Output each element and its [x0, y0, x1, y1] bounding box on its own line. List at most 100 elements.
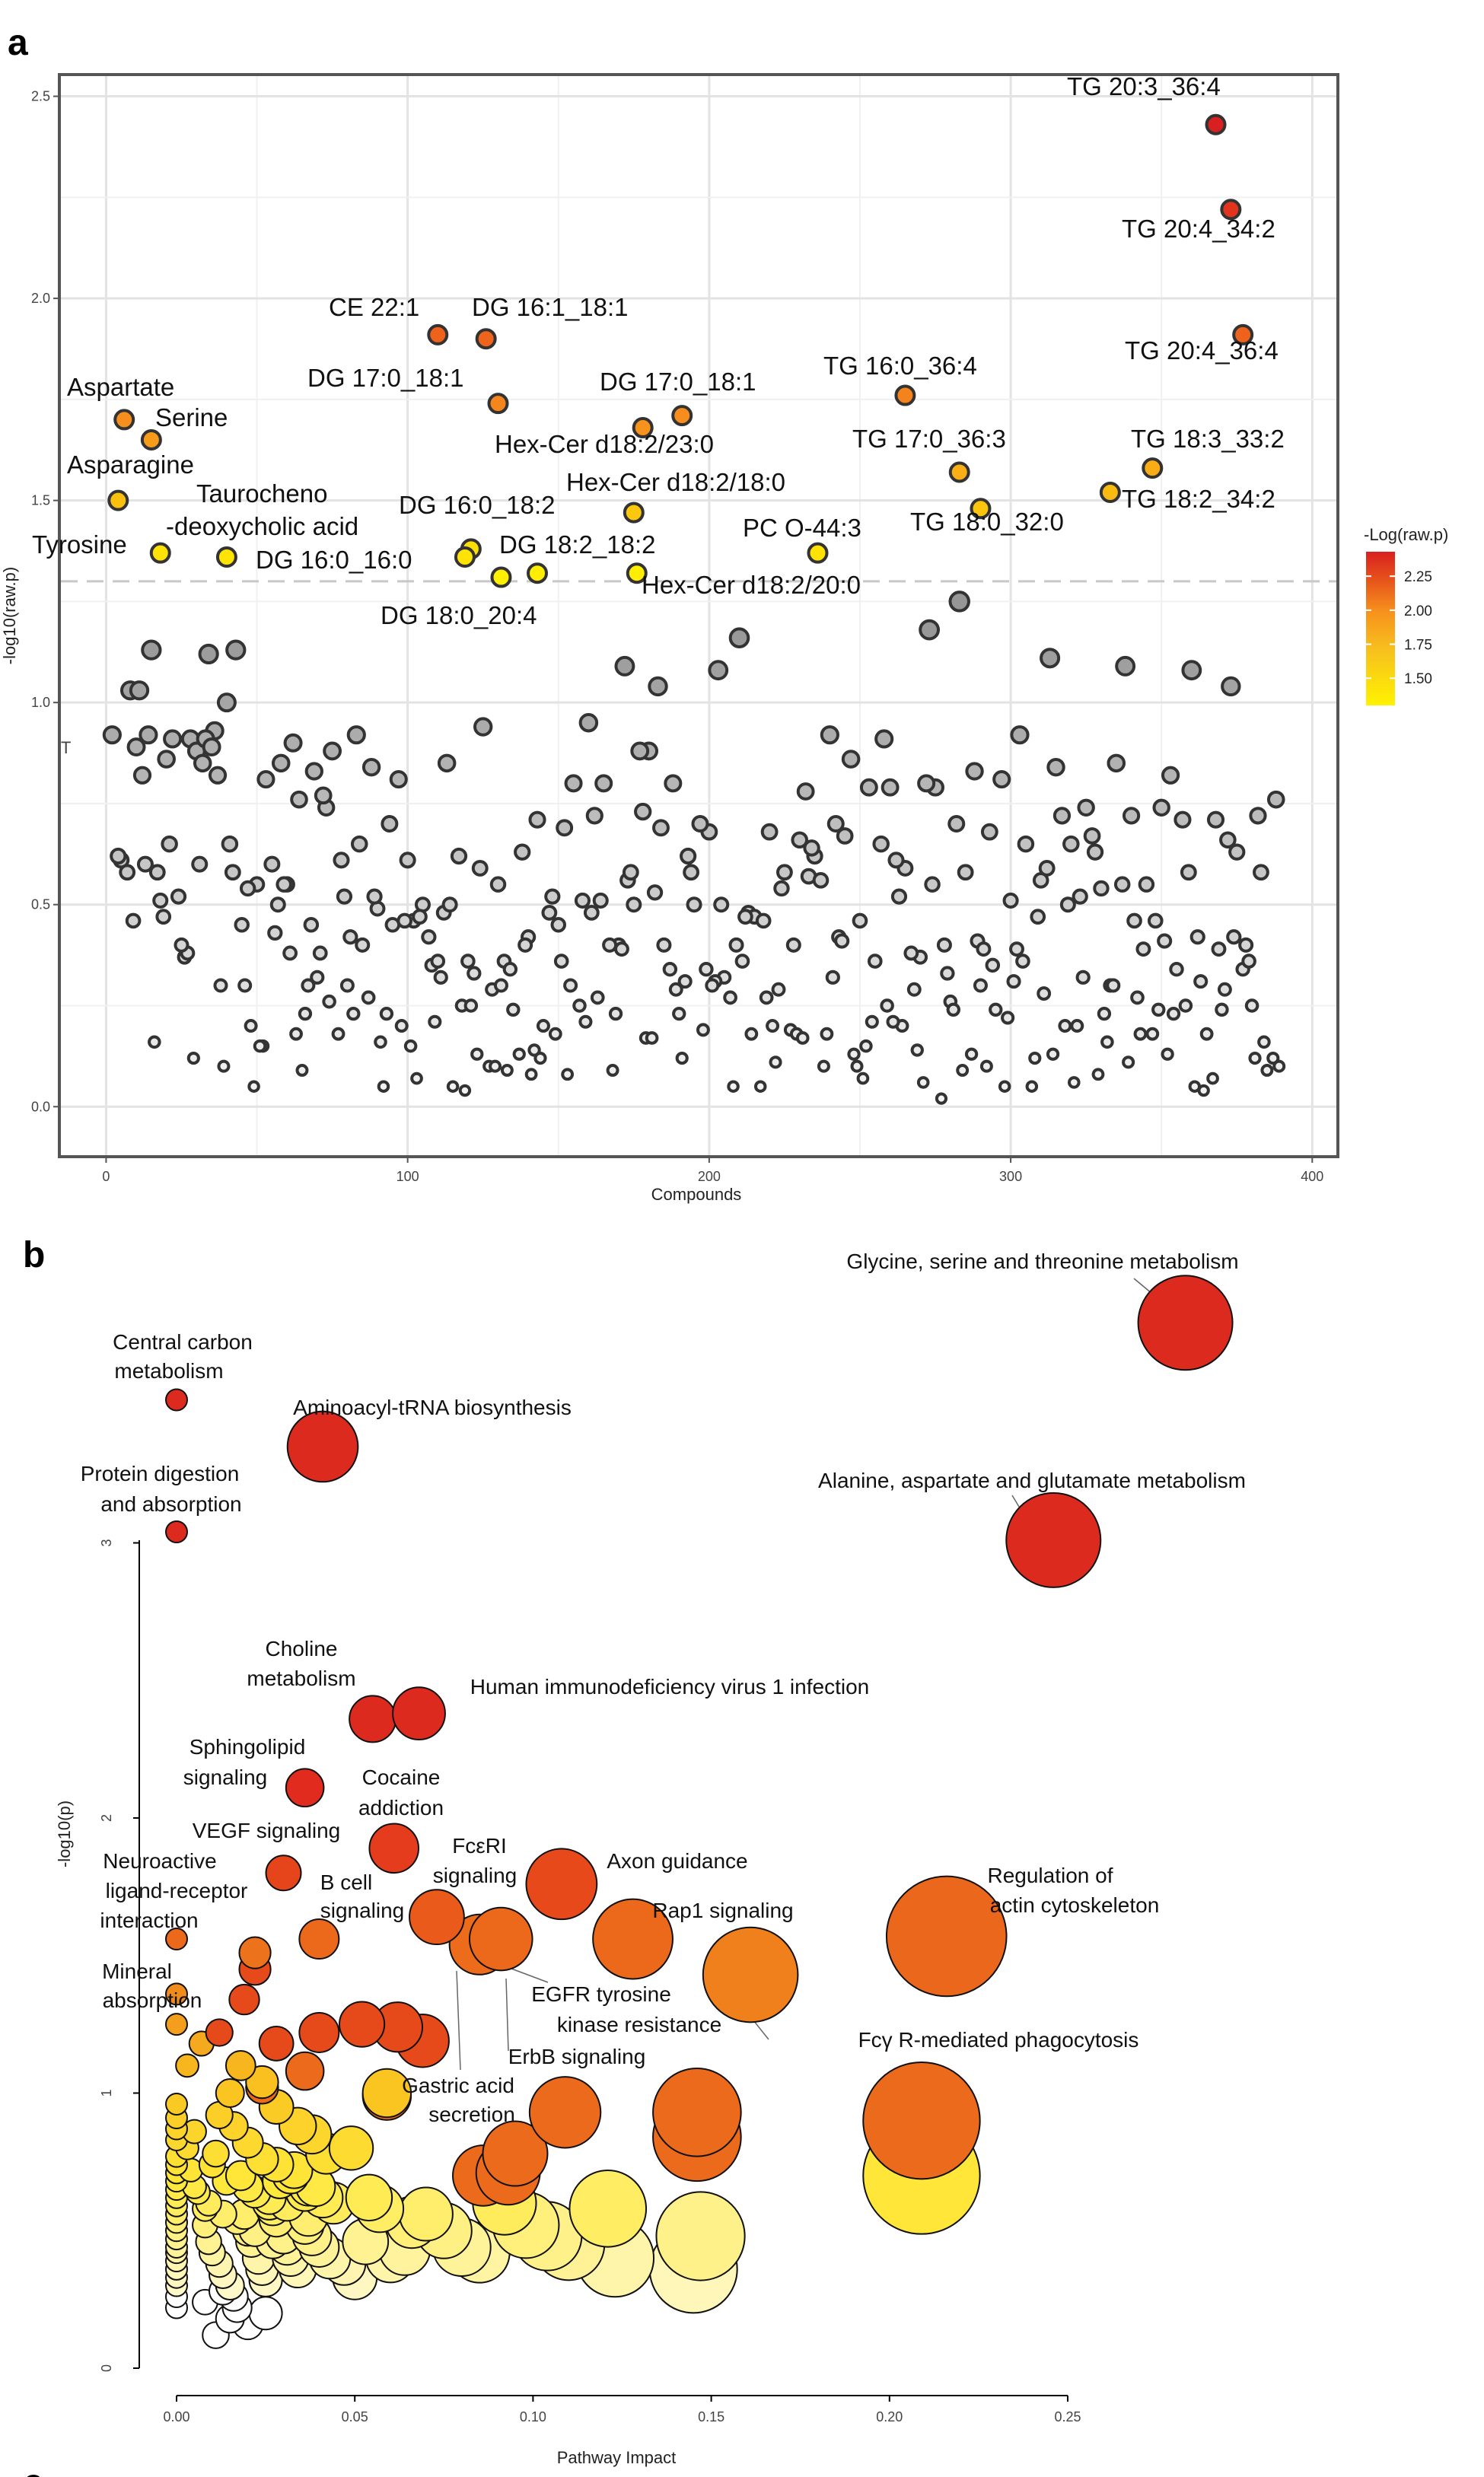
- compound-point: [217, 1059, 231, 1073]
- significant-point: [970, 498, 992, 520]
- y-tick-label: 1.0: [31, 695, 50, 710]
- compound-point: [148, 1035, 161, 1049]
- pathway-label: Regulation of: [987, 1864, 1113, 1887]
- pathway-point: [298, 1918, 340, 1960]
- compound-point: [256, 770, 275, 789]
- leader-line: [505, 1978, 509, 2052]
- x-tick-label: 0: [102, 1169, 110, 1184]
- panel-label-b: b: [23, 1235, 45, 1275]
- compound-point: [606, 1064, 619, 1077]
- compound-point: [550, 917, 567, 933]
- compound-point: [1075, 969, 1091, 985]
- pathway-point: [409, 1889, 465, 1946]
- compound-point: [1174, 810, 1192, 829]
- point-label: TG 18:0_32:0: [910, 508, 1064, 536]
- point-label: TG 20:4_36:4: [1125, 336, 1279, 365]
- pathway-point: [165, 1928, 188, 1951]
- pathway-label: Rap1 signaling: [652, 1899, 793, 1922]
- compound-point: [346, 725, 366, 745]
- significant-point: [1232, 323, 1254, 345]
- compound-point: [1038, 859, 1056, 877]
- stray-text: T: [61, 738, 71, 757]
- compound-point: [1130, 990, 1145, 1005]
- compound-point: [867, 954, 883, 969]
- compound-point: [825, 969, 840, 985]
- compound-point: [1002, 892, 1019, 909]
- compound-point: [696, 1023, 710, 1037]
- compound-point: [1226, 929, 1242, 945]
- compound-point: [602, 937, 618, 953]
- point-label: -deoxycholic acid: [166, 512, 358, 540]
- y-tick-label: 0.5: [31, 897, 50, 912]
- y-tick-label: 1: [99, 2089, 114, 2097]
- plot-b-points: [165, 1275, 1234, 2349]
- compound-point: [244, 1019, 258, 1033]
- compound-point: [410, 1071, 423, 1085]
- compound-point: [399, 852, 416, 869]
- compound-point: [377, 1080, 390, 1093]
- plot-b-ticks: 0 1 2 3 0.00 0.05 0.10 0.15 0.20 0.25: [99, 1539, 1081, 2424]
- compound-point: [267, 925, 283, 941]
- pathway-point: [285, 1768, 325, 1808]
- compound-point: [1219, 831, 1237, 849]
- compound-point: [675, 1051, 689, 1065]
- compound-point: [1077, 798, 1095, 817]
- pathway-label: addiction: [358, 1796, 444, 1820]
- point-label: Hex-Cer d18:2/23:0: [495, 430, 714, 458]
- significant-point: [894, 384, 916, 406]
- compound-point: [965, 762, 984, 781]
- compound-point: [458, 1084, 472, 1097]
- compound-point: [856, 1071, 870, 1085]
- compound-point: [759, 990, 774, 1005]
- compound-point: [776, 864, 793, 881]
- significant-point: [671, 405, 693, 427]
- compound-point: [728, 627, 750, 649]
- compound-point: [339, 978, 355, 993]
- compound-point: [351, 835, 368, 853]
- compound-point: [812, 872, 830, 889]
- compound-point: [1266, 790, 1285, 809]
- significant-point: [140, 428, 162, 451]
- point-label: Hex-Cer d18:2/18:0: [566, 468, 785, 496]
- compound-point: [820, 1027, 834, 1041]
- plot-a-labels: TG 20:3_36:4 TG 20:4_34:2 TG 20:4_36:4 CE 2…: [32, 72, 1285, 629]
- compound-point: [1215, 1002, 1229, 1017]
- compound-point: [946, 1002, 961, 1017]
- x-tick-label: 0.25: [1054, 2409, 1081, 2424]
- compound-point: [803, 839, 820, 857]
- pathway-point: [215, 2078, 245, 2108]
- compound-point: [129, 680, 150, 701]
- legend-tick-label: 2.00: [1404, 603, 1432, 619]
- y-tick-label: 2.0: [31, 291, 50, 306]
- pathway-point: [525, 1848, 598, 1921]
- compound-point: [234, 917, 250, 933]
- pathway-point: [398, 2186, 454, 2242]
- compound-point: [224, 864, 241, 881]
- compound-point: [1193, 974, 1209, 989]
- compound-point: [622, 864, 639, 881]
- compound-point: [541, 904, 558, 921]
- compound-point: [583, 904, 600, 921]
- x-tick-label: 0.15: [698, 2409, 724, 2424]
- pathway-point: [368, 1823, 420, 1874]
- pathway-point: [655, 2191, 746, 2281]
- significant-point: [1142, 457, 1164, 479]
- compound-point: [634, 802, 652, 821]
- compound-point: [1017, 835, 1035, 853]
- compound-point: [506, 1002, 521, 1017]
- compound-point: [614, 941, 629, 957]
- point-label: Serine: [155, 403, 228, 431]
- compound-point: [1067, 1076, 1081, 1089]
- compound-point: [421, 929, 437, 945]
- pathway-label: B cell: [320, 1870, 372, 1894]
- pathway-point: [258, 2026, 295, 2062]
- point-label: TG 20:3_36:4: [1067, 72, 1221, 100]
- compound-point: [699, 962, 714, 977]
- compound-point: [556, 819, 574, 837]
- compound-point: [766, 1019, 780, 1033]
- compound-point: [1206, 1071, 1219, 1085]
- legend-tick-label: 1.50: [1404, 671, 1432, 687]
- compound-point: [152, 892, 169, 909]
- compound-point: [1145, 1027, 1160, 1041]
- compound-point: [785, 937, 801, 953]
